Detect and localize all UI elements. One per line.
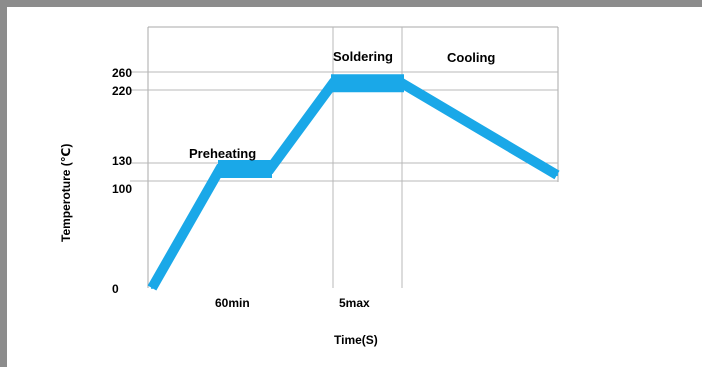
phase-label-preheating: Preheating [189, 146, 256, 161]
data-point-5 [556, 174, 558, 176]
y-tick-130: 130 [112, 154, 132, 168]
vertical-gridlines [332, 27, 403, 288]
outer-border-top [0, 0, 702, 7]
plot-frame [147, 26, 559, 288]
plateau-band-2 [331, 74, 404, 93]
phase-label-soldering: Soldering [333, 49, 393, 64]
x-axis-title: Time(S) [334, 333, 378, 347]
phase-labels: Preheating Soldering Cooling [189, 49, 495, 161]
series-line-temperature [147, 78, 560, 291]
y-tick-100: 100 [112, 182, 132, 196]
data-point-4 [401, 82, 403, 85]
series-group [147, 74, 560, 291]
y-axis-title: Temperoture (℃) [59, 144, 73, 242]
x-tick-labels: 60min 5max [215, 296, 370, 310]
y-tick-220: 220 [112, 84, 132, 98]
data-point-3 [332, 82, 334, 85]
y-tick-labels: 260 220 130 100 0 [112, 66, 132, 296]
data-point-0 [151, 287, 153, 289]
data-point-1 [219, 168, 221, 170]
outer-border-left [0, 0, 7, 367]
y-tick-260: 260 [112, 66, 132, 80]
data-point-2 [269, 168, 271, 170]
x-tick-60min: 60min [215, 296, 250, 310]
phase-label-cooling: Cooling [447, 50, 495, 65]
x-tick-5max: 5max [339, 296, 370, 310]
y-tick-0: 0 [112, 282, 119, 296]
plateau-band-1 [218, 160, 272, 178]
